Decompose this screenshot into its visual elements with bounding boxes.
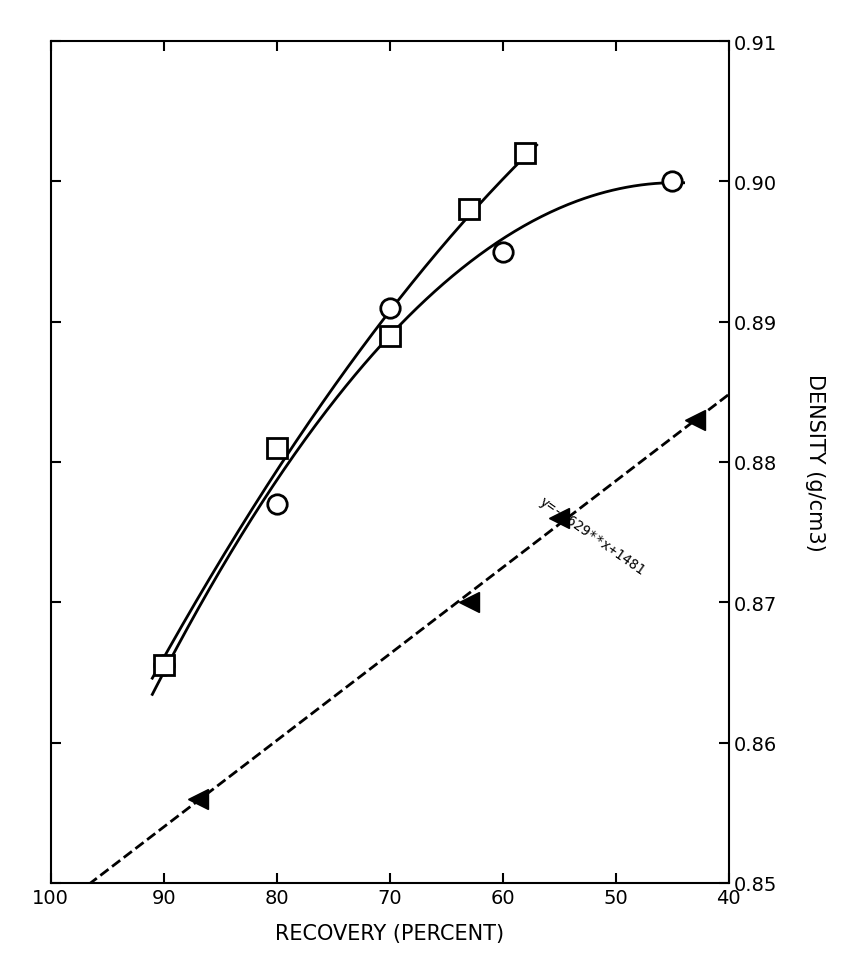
Text: y=-1629**x+1481: y=-1629**x+1481 <box>536 494 648 578</box>
Y-axis label: DENSITY (g/cm3): DENSITY (g/cm3) <box>805 374 824 552</box>
X-axis label: RECOVERY (PERCENT): RECOVERY (PERCENT) <box>275 923 504 944</box>
